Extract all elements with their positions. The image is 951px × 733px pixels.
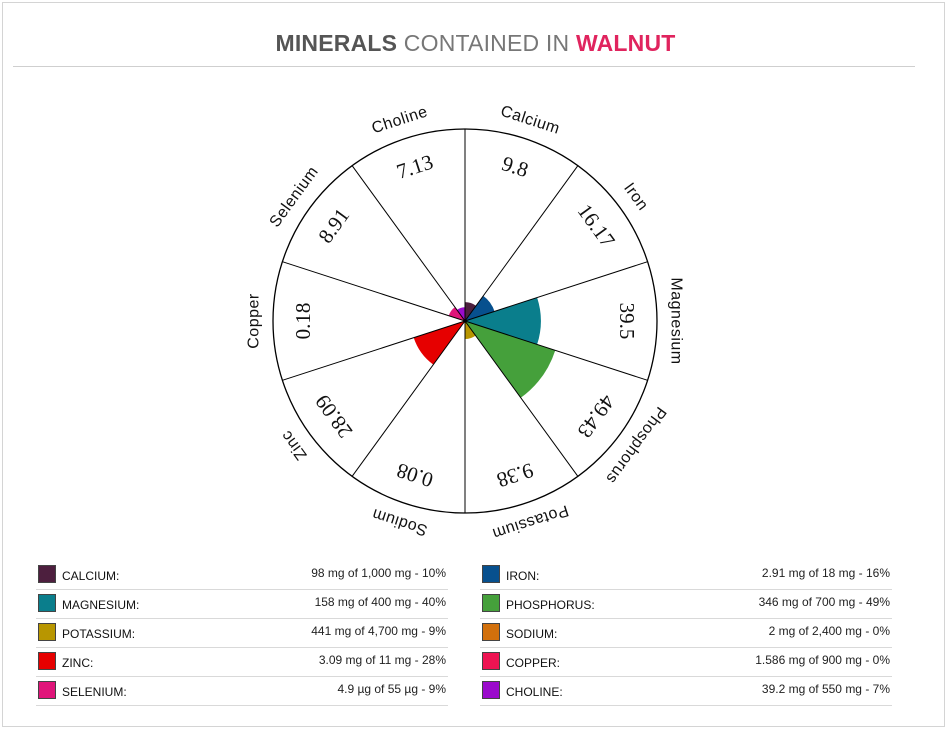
slice-phosphorus [465,321,556,398]
slice-magnesium [465,297,541,345]
legend-swatch [38,565,56,583]
legend-swatch [38,652,56,670]
legend-row: SODIUM: 2 mg of 2,400 mg - 0% [480,619,892,648]
legend-name: CALCIUM: [62,569,120,583]
category-label-zinc: Zinc [278,427,311,463]
slice-potassium [465,321,476,340]
category-label-choline: Choline [370,103,430,137]
slice-divider [464,320,648,381]
legend-row: PHOSPHORUS: 346 mg of 700 mg - 49% [480,590,892,619]
legend-name: SODIUM: [506,627,558,641]
slice-divider [351,165,466,322]
title-accent: WALNUT [575,30,676,56]
legend-swatch [38,623,56,641]
category-label-selenium: Selenium [267,163,322,230]
slice-iron [465,295,495,321]
category-label-copper: Copper [246,293,263,349]
legend-row: MAGNESIUM: 158 mg of 400 mg - 40% [36,590,448,619]
value-label-magnesium: 39.5 [615,303,639,340]
legend-value: 98 mg of 1,000 mg - 10% [311,566,446,580]
category-label-magnesium: Magnesium [668,277,685,364]
outer-ring [272,128,658,514]
legend-row: CALCIUM: 98 mg of 1,000 mg - 10% [36,561,448,590]
slice-divider [464,165,579,322]
legend-name: CHOLINE: [506,685,563,699]
legend-row: POTASSIUM: 441 mg of 4,700 mg - 9% [36,619,448,648]
legend-value: 39.2 mg of 550 mg - 7% [761,682,890,696]
value-label-copper: 0.18 [291,303,315,340]
title-strong: MINERALS [275,30,398,56]
category-label-calcium: Calcium [498,103,562,138]
legend-value: 158 mg of 400 mg - 40% [314,595,446,609]
slice-divider [282,261,466,322]
legend-value: 1.586 mg of 900 mg - 0% [755,653,890,667]
legend-name: MAGNESIUM: [62,598,140,612]
legend-left: CALCIUM: 98 mg of 1,000 mg - 10% MAGNESIUM… [36,561,448,706]
legend-swatch [482,565,500,583]
value-label-choline: 7.13 [394,150,436,184]
legend-name: POTASSIUM: [62,627,136,641]
title-divider [13,66,915,67]
legend-swatch [482,681,500,699]
value-label-calcium: 9.8 [499,151,531,182]
slice-divider [464,320,579,477]
slice-selenium [448,307,465,321]
category-label-sodium: Sodium [370,505,430,539]
legend-swatch [38,681,56,699]
slice-calcium [465,302,477,321]
legend-swatch [38,594,56,612]
value-label-sodium: 0.08 [394,458,436,492]
category-label-potassium: Potassium [490,501,571,542]
legend-value: 4.9 µg of 55 µg - 9% [337,682,446,696]
legend-value: 2.91 mg of 18 mg - 16% [761,566,890,580]
value-label-iron: 16.17 [573,199,620,251]
legend-row: IRON: 2.91 mg of 18 mg - 16% [480,561,892,590]
slice-zinc [413,321,465,365]
title-middle: CONTAINED IN [403,30,570,56]
legend-name: ZINC: [62,656,94,670]
value-label-potassium: 9.38 [494,458,536,492]
value-label-phosphorus: 49.43 [573,390,620,442]
legend-right: IRON: 2.91 mg of 18 mg - 16% PHOSPHORUS: 34… [480,561,892,706]
legend-swatch [482,623,500,641]
legend-value: 441 mg of 4,700 mg - 9% [311,624,446,638]
legend-name: IRON: [506,569,540,583]
slice-divider [351,320,466,477]
legend-value: 3.09 mg of 11 mg - 28% [318,653,446,667]
legend-name: PHOSPHORUS: [506,598,595,612]
slice-divider [282,320,466,381]
page-title: MINERALS CONTAINED IN WALNUT [0,30,951,57]
legend-swatch [482,594,500,612]
legend-row: SELENIUM: 4.9 µg of 55 µg - 9% [36,677,448,706]
value-label-zinc: 28.09 [310,390,357,442]
legend-name: COPPER: [506,656,561,670]
legend-name: SELENIUM: [62,685,127,699]
polar-area-chart: 39.5 Magnesium49.43Phosphorus9.38Potassiu… [246,103,685,542]
category-label-iron: Iron [620,180,651,214]
value-label-selenium: 8.91 [313,204,354,248]
slice-dividers [272,128,658,514]
legend-value: 2 mg of 2,400 mg - 0% [768,624,890,638]
legend-row: CHOLINE: 39.2 mg of 550 mg - 7% [480,677,892,706]
slice-fills [413,295,556,398]
legend-row: ZINC: 3.09 mg of 11 mg - 28% [36,648,448,677]
slice-divider [464,261,648,322]
legend-row: COPPER: 1.586 mg of 900 mg - 0% [480,648,892,677]
legend-swatch [482,652,500,670]
legend-value: 346 mg of 700 mg - 49% [758,595,890,609]
